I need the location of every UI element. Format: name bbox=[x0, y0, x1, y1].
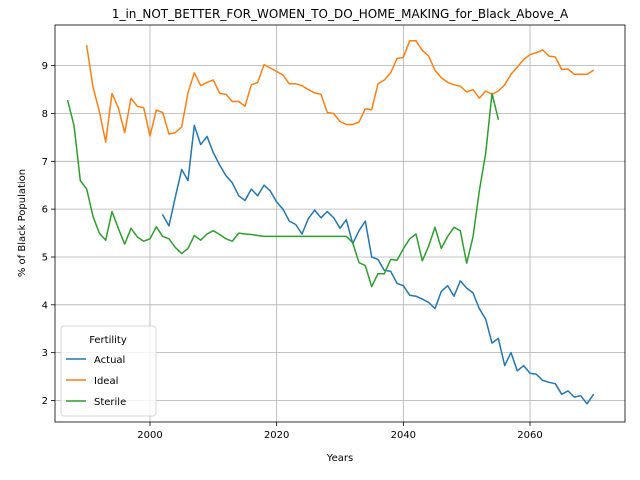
series-line-actual bbox=[161, 124, 595, 405]
series-line-sterile bbox=[66, 92, 500, 288]
y-tick-label: 3 bbox=[42, 348, 48, 359]
y-tick-label: 4 bbox=[42, 300, 48, 311]
legend-label-actual: Actual bbox=[94, 355, 125, 366]
legend-title: Fertility bbox=[89, 335, 127, 346]
x-tick-label: 2000 bbox=[137, 430, 162, 441]
y-tick-label: 5 bbox=[42, 252, 48, 263]
chart-title: 1_in_NOT_BETTER_FOR_WOMEN_TO_DO_HOME_MAK… bbox=[112, 7, 569, 21]
y-axis: 2 3 4 5 6 7 8 9 bbox=[42, 61, 55, 407]
legend-box bbox=[60, 325, 157, 417]
plot-frame bbox=[54, 24, 626, 423]
x-tick-label: 2040 bbox=[391, 430, 416, 441]
x-tick-label: 2020 bbox=[264, 430, 289, 441]
x-axis: 2000 2020 2040 2060 bbox=[137, 422, 543, 441]
series-layer bbox=[66, 40, 595, 405]
y-tick-label: 8 bbox=[42, 109, 48, 120]
x-axis-label: Years bbox=[326, 453, 353, 464]
y-axis-label: % of Black Population bbox=[17, 169, 28, 277]
x-tick-label: 2060 bbox=[517, 430, 542, 441]
legend: Fertility Actual Ideal Sterile bbox=[60, 325, 157, 417]
y-tick-label: 2 bbox=[42, 396, 48, 407]
grid bbox=[55, 25, 625, 422]
series-line-ideal bbox=[85, 40, 595, 143]
y-tick-label: 6 bbox=[42, 205, 48, 216]
legend-label-sterile: Sterile bbox=[94, 397, 126, 408]
legend-label-ideal: Ideal bbox=[94, 376, 118, 387]
y-tick-label: 9 bbox=[42, 61, 48, 72]
y-tick-label: 7 bbox=[42, 157, 48, 168]
